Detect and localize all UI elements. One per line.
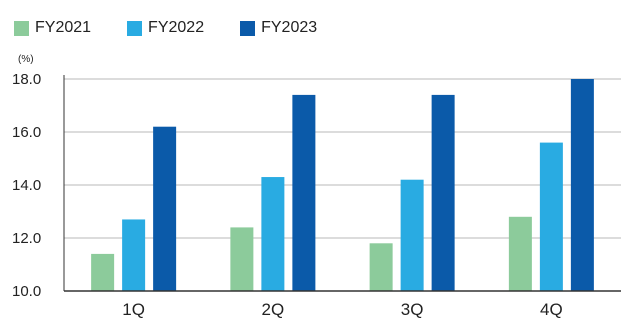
legend-label-fy2022: FY2022	[148, 19, 205, 36]
bar-fy2022-3q	[400, 179, 424, 291]
legend-item-fy2023: FY2023	[240, 19, 317, 37]
bar-fy2021-2q	[230, 227, 254, 291]
x-tick-label-3q: 3Q	[401, 300, 424, 319]
axis-labels: 10.0 12.0 14.0 16.0 18.0 (%) 1Q 2Q 3Q 4Q	[12, 54, 563, 319]
bar-fy2023-2q	[292, 94, 316, 292]
bar-fy2021-1q	[91, 253, 115, 291]
y-tick-label-10.0: 10.0	[12, 283, 41, 300]
x-tick-label-4q: 4Q	[540, 300, 563, 319]
legend-swatch-fy2023	[240, 20, 256, 36]
y-tick-label-12.0: 12.0	[12, 230, 41, 247]
grid-lines	[64, 78, 621, 239]
legend-item-fy2022: FY2022	[127, 19, 204, 37]
bar-fy2022-4q	[539, 142, 563, 291]
bar-fy2021-4q	[508, 216, 532, 291]
y-tick-label-18.0: 18.0	[12, 71, 41, 88]
chart-legend: FY2021 FY2022 FY2023	[14, 19, 353, 37]
bar-fy2023-1q	[153, 126, 177, 291]
y-tick-label-14.0: 14.0	[12, 177, 41, 194]
legend-item-fy2021: FY2021	[14, 19, 91, 37]
y-axis-unit-label: (%)	[18, 54, 34, 65]
legend-label-fy2023: FY2023	[261, 19, 318, 36]
legend-swatch-fy2021	[14, 20, 29, 36]
y-tick-label-16.0: 16.0	[12, 124, 41, 141]
bar-fy2023-3q	[431, 94, 455, 292]
legend-label-fy2021: FY2021	[35, 19, 92, 36]
axes	[63, 75, 621, 292]
bar-fy2023-4q	[570, 79, 594, 291]
x-tick-label-1q: 1Q	[122, 300, 145, 319]
bar-fy2021-3q	[369, 243, 393, 291]
bar-fy2022-2q	[261, 177, 285, 291]
bar-fy2022-1q	[122, 219, 146, 291]
x-tick-label-2q: 2Q	[262, 300, 285, 319]
legend-swatch-fy2022	[127, 20, 143, 36]
bars	[91, 79, 594, 292]
